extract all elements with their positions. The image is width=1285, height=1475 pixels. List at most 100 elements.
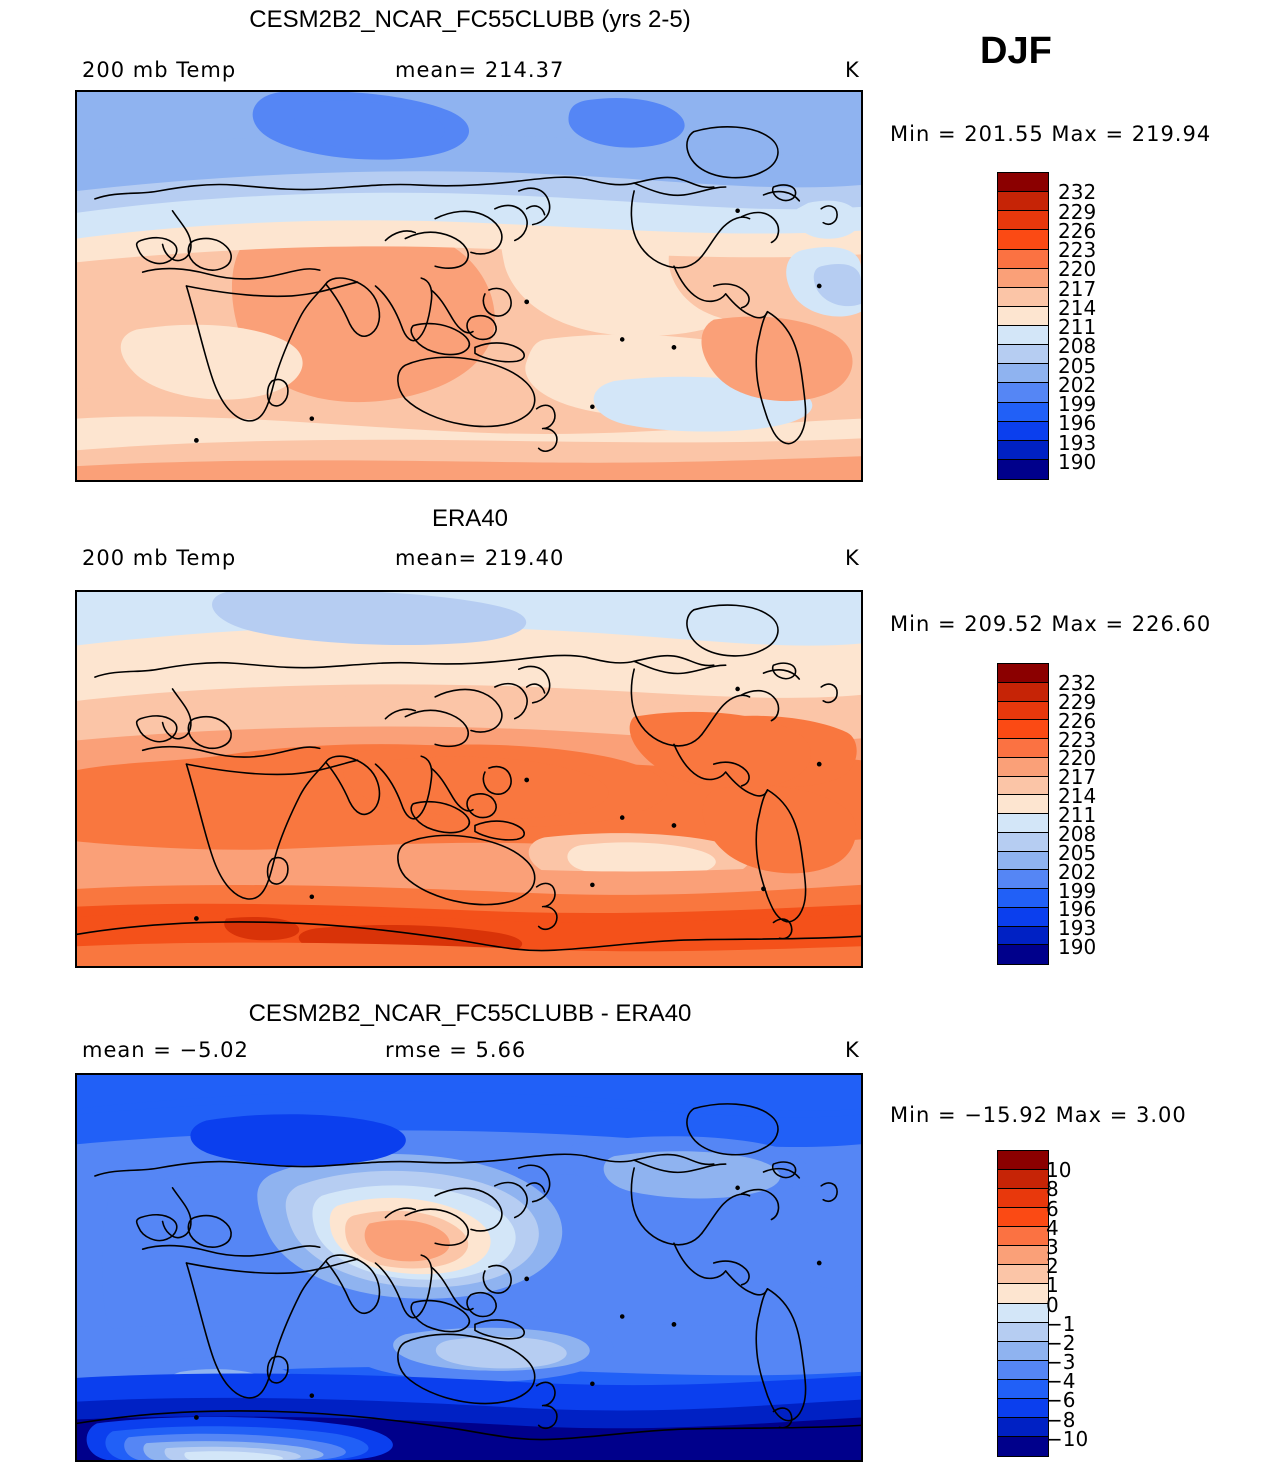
colorbar-band: [998, 701, 1048, 721]
colorbar-band: [998, 230, 1048, 250]
colorbar-band: [998, 1284, 1048, 1304]
panel-2-minmax: Min = 209.52 Max = 226.60: [890, 612, 1212, 636]
colorbar-tick-label: 220: [1058, 746, 1097, 771]
colorbar-band: [998, 1227, 1048, 1247]
colorbar-band: [998, 421, 1048, 441]
colorbar-tick-label: 223: [1058, 238, 1097, 262]
colorbar-band: [998, 795, 1048, 814]
colorbar-tick-label: 217: [1058, 276, 1097, 301]
map-model-svg: [77, 92, 861, 480]
colorbar-tick-label: 205: [1058, 353, 1097, 378]
colorbar-tick-label: −10: [1046, 1426, 1089, 1451]
colorbar-band: [998, 1189, 1048, 1209]
colorbar-band: [998, 739, 1048, 758]
difference-colorbar: [997, 1150, 1049, 1457]
colorbar-tick-label: 193: [1058, 430, 1097, 455]
panel-3-center-label: rmse = 5.66: [385, 1038, 527, 1062]
colorbar-band: [998, 1170, 1048, 1190]
colorbar-band: [998, 173, 1048, 193]
colorbar-band: [998, 192, 1048, 212]
colorbar-tick-label: 214: [1058, 784, 1097, 809]
colorbar-band: [998, 268, 1048, 288]
colorbar-band: [998, 889, 1048, 908]
colorbar-tick-label: 220: [1058, 257, 1097, 282]
colorbar-band: [998, 1417, 1048, 1437]
colorbar-band: [998, 664, 1048, 683]
colorbar-tick-label: 232: [1058, 670, 1097, 695]
temperature-colorbar-model: [997, 172, 1049, 480]
colorbar-band: [998, 851, 1048, 871]
colorbar-band: [998, 1398, 1048, 1418]
colorbar-tick-label: 202: [1058, 372, 1097, 397]
map-panel-observation[interactable]: [75, 590, 863, 968]
colorbar-band: [998, 907, 1048, 927]
colorbar-band: [998, 1208, 1048, 1228]
colorbar-band: [998, 459, 1048, 479]
colorbar-tick-label: 199: [1058, 878, 1097, 903]
colorbar-band: [998, 1246, 1048, 1266]
colorbar-band: [998, 1303, 1048, 1323]
colorbar-tick-label: 8: [1046, 1177, 1059, 1202]
colorbar-band: [998, 402, 1048, 422]
panel-2-left-label: 200 mb Temp: [82, 546, 237, 570]
colorbar-tick-label: −8: [1046, 1407, 1076, 1432]
colorbar-band: [998, 870, 1048, 889]
colorbar-tick-label: 214: [1058, 295, 1097, 320]
colorbar-band: [998, 287, 1048, 307]
panel-1-units: K: [845, 58, 860, 82]
colorbar-tick-label: 1: [1046, 1273, 1059, 1298]
colorbar-tick-label: 3: [1046, 1234, 1059, 1259]
map-difference-svg: [77, 1075, 861, 1460]
colorbar-tick-label: 223: [1058, 727, 1097, 752]
panel-3-units: K: [845, 1038, 860, 1062]
colorbar-band: [998, 1436, 1048, 1456]
colorbar-tick-label: −1: [1046, 1311, 1076, 1336]
colorbar-tick-label: 10: [1046, 1158, 1072, 1183]
temperature-colorbar-obs: [997, 663, 1049, 965]
colorbar-band: [998, 776, 1048, 796]
colorbar-band: [998, 1360, 1048, 1380]
colorbar-tick-label: −6: [1046, 1388, 1076, 1413]
colorbar-tick-label: 217: [1058, 765, 1097, 790]
colorbar-band: [998, 326, 1048, 346]
colorbar-band: [998, 1322, 1048, 1342]
colorbar-band: [998, 945, 1048, 964]
colorbar-band: [998, 720, 1048, 739]
map-panel-model[interactable]: [75, 90, 863, 482]
colorbar-tick-label: 6: [1046, 1196, 1059, 1221]
panel-3-minmax: Min = −15.92 Max = 3.00: [890, 1103, 1187, 1127]
colorbar-tick-label: 196: [1058, 411, 1097, 436]
colorbar-tick-label: 208: [1058, 821, 1097, 846]
colorbar-tick-label: 190: [1058, 449, 1097, 474]
panel-2-center-label: mean= 219.40: [395, 546, 565, 570]
colorbar-tick-label: 229: [1058, 689, 1097, 714]
colorbar-band: [998, 383, 1048, 403]
colorbar-tick-label: 4: [1046, 1215, 1059, 1240]
panel-1-title: CESM2B2_NCAR_FC55CLUBB (yrs 2-5): [249, 6, 691, 33]
colorbar-tick-label: 211: [1058, 803, 1097, 827]
colorbar-tick-label: 229: [1058, 199, 1097, 224]
colorbar-band: [998, 249, 1048, 269]
colorbar-band: [998, 1265, 1048, 1285]
panel-3-left-label: mean = −5.02: [82, 1038, 249, 1062]
colorbar-band: [998, 306, 1048, 326]
colorbar-band: [998, 345, 1048, 365]
map-panel-difference[interactable]: [75, 1073, 863, 1462]
colorbar-tick-label: −2: [1046, 1330, 1076, 1355]
colorbar-band: [998, 364, 1048, 384]
colorbar-tick-label: 226: [1058, 218, 1097, 243]
panel-3-title: CESM2B2_NCAR_FC55CLUBB - ERA40: [248, 1000, 692, 1027]
colorbar-band: [998, 832, 1048, 852]
colorbar-band: [998, 1379, 1048, 1399]
panel-1-left-label: 200 mb Temp: [82, 58, 237, 82]
panel-2-units: K: [845, 546, 860, 570]
colorbar-tick-label: −3: [1046, 1350, 1076, 1375]
colorbar-band: [998, 1151, 1048, 1171]
colorbar-tick-label: 202: [1058, 859, 1097, 884]
colorbar-band: [998, 757, 1048, 777]
colorbar-tick-label: 199: [1058, 392, 1097, 416]
colorbar-band: [998, 926, 1048, 946]
colorbar-tick-label: −4: [1046, 1369, 1076, 1394]
colorbar-tick-label: 193: [1058, 916, 1097, 941]
